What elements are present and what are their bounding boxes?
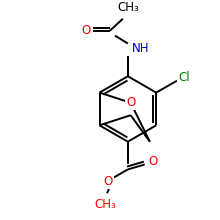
Text: O: O <box>126 96 135 109</box>
Text: CH₃: CH₃ <box>117 1 139 14</box>
Text: O: O <box>82 24 91 37</box>
Text: Cl: Cl <box>178 71 190 84</box>
Text: NH: NH <box>132 42 149 55</box>
Text: CH₃: CH₃ <box>94 198 116 211</box>
Text: O: O <box>103 175 113 188</box>
Text: O: O <box>148 155 157 168</box>
